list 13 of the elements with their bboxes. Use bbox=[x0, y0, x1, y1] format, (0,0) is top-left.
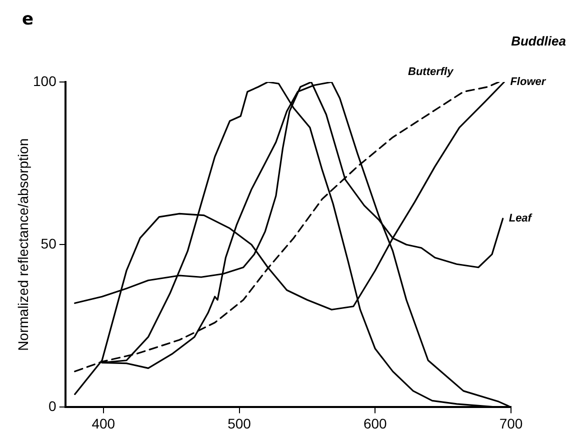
y-tick-label: 0 bbox=[48, 398, 57, 414]
y-tick-label: 100 bbox=[33, 72, 57, 89]
text: e bbox=[22, 9, 34, 30]
annotation: Flower bbox=[510, 76, 546, 88]
x-tick-label: 600 bbox=[363, 415, 388, 432]
x-tick-label: 400 bbox=[92, 415, 116, 432]
y-axis-title: Normalized reflectance/absorption bbox=[14, 138, 31, 351]
text: Buddliea bbox=[511, 34, 566, 49]
x-tick-label: 700 bbox=[499, 415, 523, 432]
annotation: Leaf bbox=[508, 212, 533, 225]
y-tick-label: 50 bbox=[40, 235, 57, 252]
x-tick-label: 500 bbox=[228, 415, 252, 432]
text: Butterfly bbox=[408, 66, 454, 78]
